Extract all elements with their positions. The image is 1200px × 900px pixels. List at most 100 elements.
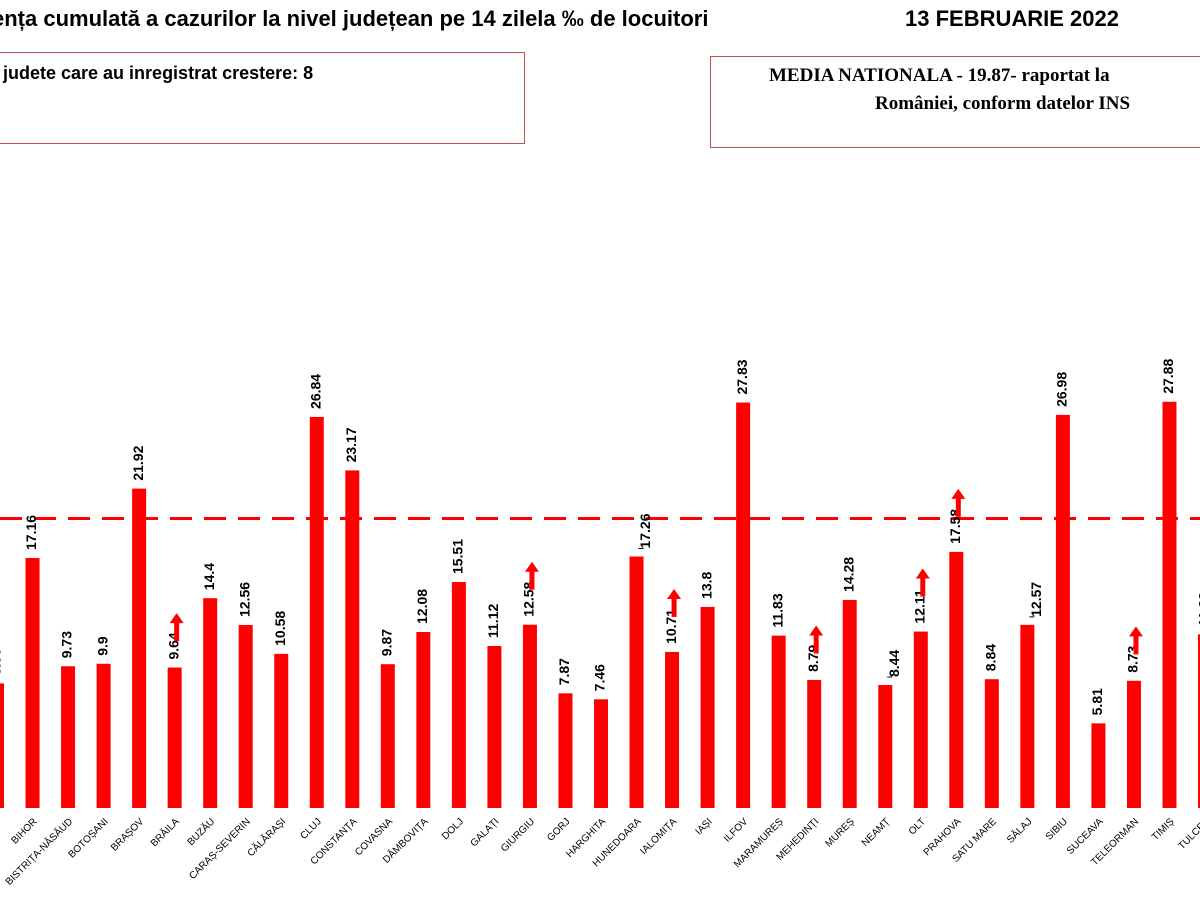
bar bbox=[1091, 723, 1106, 808]
value-label: 8.55 bbox=[0, 648, 4, 675]
category-label: BISTRIȚA-NĂSĂUD bbox=[2, 815, 75, 888]
increase-arrow-shaft bbox=[529, 570, 535, 590]
value-label: 11.92 bbox=[1196, 592, 1200, 626]
increase-arrow-head bbox=[667, 588, 682, 599]
bar bbox=[842, 599, 857, 808]
bar bbox=[203, 598, 218, 808]
increase-arrow-shaft bbox=[1133, 635, 1139, 655]
national-average-line2: României, conform datelor INS bbox=[875, 93, 1131, 114]
value-label: 26.98 bbox=[1054, 372, 1070, 407]
category-label: GORJ bbox=[545, 816, 572, 843]
value-label: 10.58 bbox=[272, 611, 288, 646]
category-label: ILFOV bbox=[722, 816, 750, 844]
increase-arrow-head bbox=[951, 488, 966, 499]
category-label: TULCEA bbox=[1176, 816, 1200, 852]
category-label: IALOMIȚA bbox=[638, 816, 679, 857]
increase-count-text: judete care au inregistrat crestere: 8 bbox=[3, 63, 314, 83]
value-label: 14.4 bbox=[201, 563, 217, 590]
value-label: 21.92 bbox=[130, 445, 146, 480]
increase-arrow-head bbox=[524, 561, 539, 572]
category-label: GIURGIU bbox=[499, 816, 537, 854]
category-label: BIHOR bbox=[9, 816, 39, 846]
category-label: IAȘI bbox=[694, 816, 715, 837]
value-label: 12.56 bbox=[236, 582, 252, 617]
value-label: 8.44 bbox=[886, 650, 902, 677]
value-label: 17.58 bbox=[947, 509, 963, 544]
bar bbox=[61, 666, 76, 808]
value-label: 27.88 bbox=[1160, 359, 1176, 394]
increase-arrow-shaft bbox=[955, 497, 961, 517]
bar bbox=[309, 416, 324, 808]
bar bbox=[487, 645, 502, 808]
category-label: BUZĂU bbox=[184, 815, 217, 848]
value-label: 13.8 bbox=[698, 571, 714, 598]
category-label: NEAMȚ bbox=[860, 816, 893, 849]
value-label: 27.83 bbox=[734, 359, 750, 394]
increase-arrow-head bbox=[1128, 626, 1143, 637]
bar bbox=[238, 625, 253, 808]
bar bbox=[345, 470, 360, 808]
bar bbox=[629, 556, 644, 808]
bar bbox=[878, 685, 893, 808]
value-label: 12.58 bbox=[521, 581, 537, 616]
category-label: DOLJ bbox=[440, 816, 466, 842]
value-label: 9.73 bbox=[59, 631, 75, 658]
value-label: 14.28 bbox=[840, 557, 856, 592]
category-label: MUREȘ bbox=[824, 816, 858, 850]
value-label: 23.17 bbox=[343, 427, 359, 462]
bar bbox=[1020, 624, 1035, 808]
bar bbox=[807, 679, 822, 808]
category-label: BRAȘOV bbox=[109, 816, 146, 853]
bar bbox=[594, 699, 609, 808]
bar bbox=[25, 557, 40, 808]
category-label: SIBIU bbox=[1044, 816, 1070, 842]
bar bbox=[274, 653, 289, 808]
bar bbox=[736, 402, 751, 808]
increase-arrow-head bbox=[169, 613, 184, 624]
bar bbox=[451, 582, 466, 808]
bar bbox=[522, 624, 537, 808]
bar bbox=[913, 631, 928, 808]
bar bbox=[167, 667, 182, 808]
bar bbox=[984, 679, 999, 808]
bar bbox=[1198, 634, 1200, 808]
bar bbox=[949, 551, 964, 808]
increase-arrow-shaft bbox=[813, 634, 819, 654]
value-label: 11.12 bbox=[485, 604, 501, 638]
report-date: 13 FEBRUARIE 2022 bbox=[905, 6, 1119, 31]
bar bbox=[665, 651, 680, 808]
increase-arrow-shaft bbox=[920, 577, 926, 597]
value-label: 7.46 bbox=[592, 664, 608, 691]
bar bbox=[1162, 401, 1177, 808]
value-label: 15.51 bbox=[450, 539, 466, 574]
value-label: 7.87 bbox=[556, 658, 572, 685]
value-label: 9.9 bbox=[94, 636, 110, 656]
increase-arrow-head bbox=[809, 625, 824, 636]
value-label: 12.08 bbox=[414, 589, 430, 624]
bar bbox=[700, 606, 715, 808]
value-label: 17.16 bbox=[23, 515, 39, 550]
chart-title: ența cumulată a cazurilor la nivel județ… bbox=[0, 6, 709, 31]
bar bbox=[558, 693, 573, 808]
value-label: 12.57 bbox=[1028, 582, 1044, 617]
value-label: 11.83 bbox=[769, 593, 785, 627]
category-label: SĂLAJ bbox=[1004, 815, 1035, 846]
value-label: 12.11 bbox=[911, 589, 927, 623]
bar bbox=[380, 664, 395, 808]
category-label: CLUJ bbox=[298, 816, 323, 841]
value-label: 5.81 bbox=[1089, 688, 1105, 715]
increase-arrow-shaft bbox=[671, 597, 677, 617]
category-label: GALAȚI bbox=[469, 816, 502, 849]
category-label: OLT bbox=[907, 816, 928, 837]
bar bbox=[1126, 680, 1141, 808]
national-average-line1: MEDIA NATIONALA - 19.87- raportat la bbox=[769, 65, 1110, 86]
bar bbox=[1055, 414, 1070, 808]
value-label: 9.87 bbox=[379, 629, 395, 656]
bar bbox=[771, 635, 786, 808]
value-label: 8.84 bbox=[983, 644, 999, 671]
bar bbox=[416, 631, 431, 808]
bar bbox=[96, 663, 111, 808]
category-label: CARAȘ-SEVERIN bbox=[187, 816, 253, 882]
increase-arrow-shaft bbox=[174, 622, 180, 642]
